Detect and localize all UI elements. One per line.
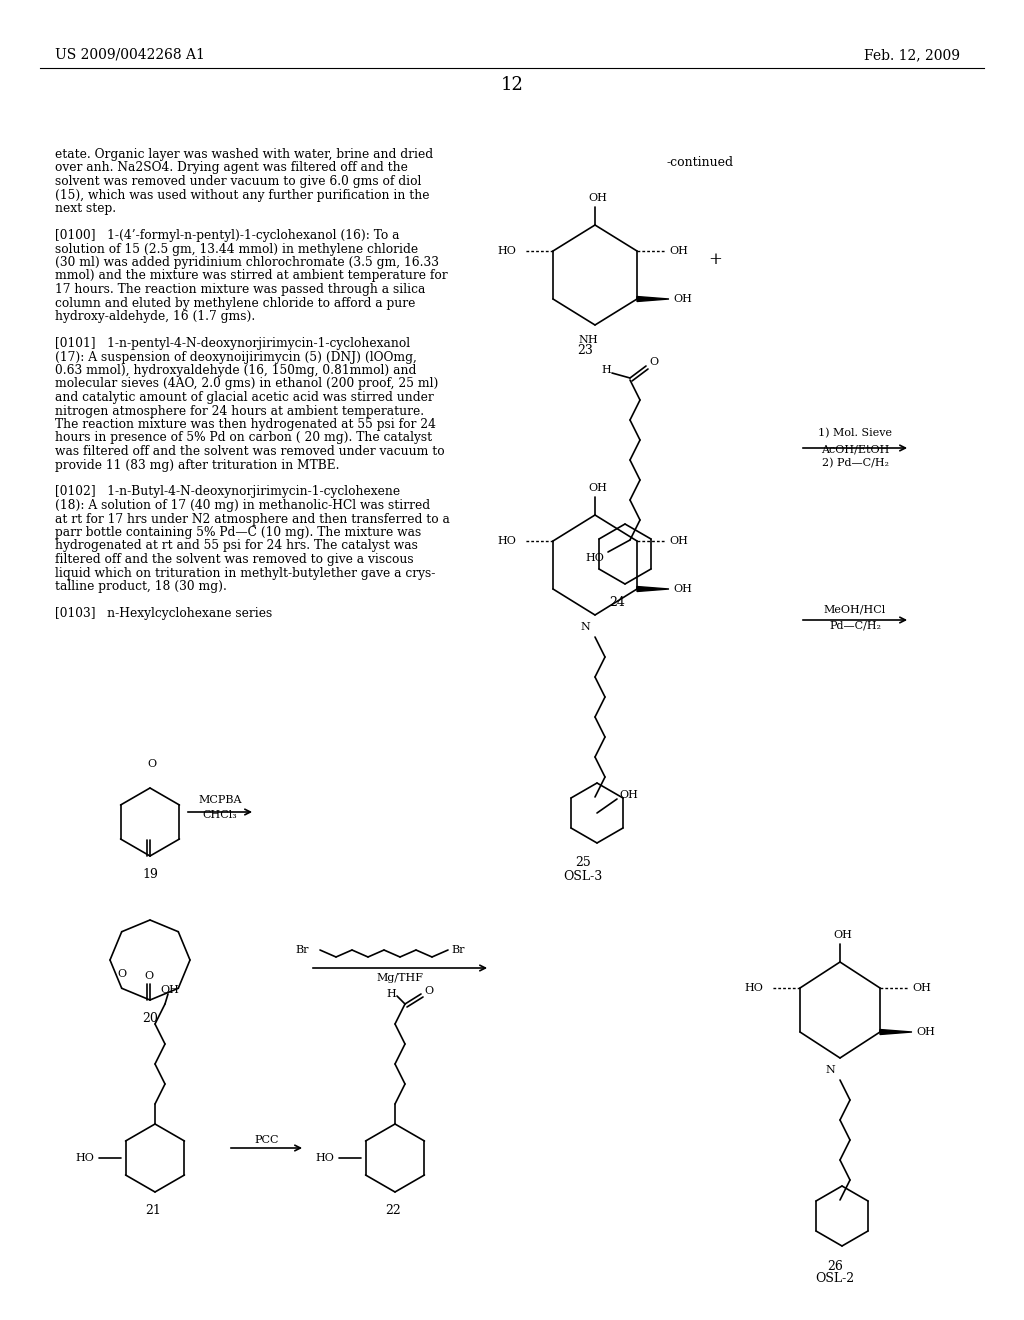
Text: at rt for 17 hrs under N2 atmosphere and then transferred to a: at rt for 17 hrs under N2 atmosphere and… [55,512,450,525]
Text: Br: Br [452,945,465,954]
Text: 12: 12 [501,77,523,94]
Text: solution of 15 (2.5 gm, 13.44 mmol) in methylene chloride: solution of 15 (2.5 gm, 13.44 mmol) in m… [55,243,418,256]
Text: OH: OH [834,931,852,940]
Text: N: N [581,622,590,632]
Text: OH: OH [916,1027,936,1038]
Text: column and eluted by methylene chloride to afford a pure: column and eluted by methylene chloride … [55,297,416,309]
Text: N: N [825,1065,835,1074]
Text: MeOH/HCl: MeOH/HCl [824,605,886,615]
Text: solvent was removed under vacuum to give 6.0 gms of diol: solvent was removed under vacuum to give… [55,176,421,187]
Text: liquid which on trituration in methylt-butylether gave a crys-: liquid which on trituration in methylt-b… [55,566,435,579]
Text: OSL-3: OSL-3 [563,870,603,883]
Text: PCC: PCC [255,1135,280,1144]
Text: [0102]   1-n-Butyl-4-N-deoxynorjirimycin-1-cyclohexene: [0102] 1-n-Butyl-4-N-deoxynorjirimycin-1… [55,486,400,499]
Text: [0101]   1-n-pentyl-4-N-deoxynorjirimycin-1-cyclohexanol: [0101] 1-n-pentyl-4-N-deoxynorjirimycin-… [55,337,411,350]
Text: hydroxy-aldehyde, 16 (1.7 gms).: hydroxy-aldehyde, 16 (1.7 gms). [55,310,255,323]
Text: 19: 19 [142,867,158,880]
Text: (17): A suspension of deoxynoijirimycin (5) (DNJ) (lOOmg,: (17): A suspension of deoxynoijirimycin … [55,351,417,363]
Text: Feb. 12, 2009: Feb. 12, 2009 [864,48,961,62]
Text: filtered off and the solvent was removed to give a viscous: filtered off and the solvent was removed… [55,553,414,566]
Text: was filtered off and the solvent was removed under vacuum to: was filtered off and the solvent was rem… [55,445,444,458]
Text: next step.: next step. [55,202,116,215]
Text: 23: 23 [578,343,593,356]
Text: HO: HO [315,1152,335,1163]
Text: HO: HO [744,983,764,993]
Text: N: N [579,335,588,345]
Text: AcOH/EtOH: AcOH/EtOH [821,444,889,454]
Text: 2) Pd—C/H₂: 2) Pd—C/H₂ [821,458,889,469]
Text: 22: 22 [385,1204,400,1217]
Text: O: O [144,972,154,981]
Text: nitrogen atmosphere for 24 hours at ambient temperature.: nitrogen atmosphere for 24 hours at ambi… [55,404,424,417]
Text: OH: OH [670,246,688,256]
Text: OH: OH [674,294,692,304]
Text: OH: OH [589,483,607,492]
Text: US 2009/0042268 A1: US 2009/0042268 A1 [55,48,205,62]
Text: OH: OH [670,536,688,546]
Text: (18): A solution of 17 (40 mg) in methanolic-HCl was stirred: (18): A solution of 17 (40 mg) in methan… [55,499,430,512]
Text: parr bottle containing 5% Pd—C (10 mg). The mixture was: parr bottle containing 5% Pd—C (10 mg). … [55,525,421,539]
Text: etate. Organic layer was washed with water, brine and dried: etate. Organic layer was washed with wat… [55,148,433,161]
Text: [0103]   n-Hexylcyclohexane series: [0103] n-Hexylcyclohexane series [55,607,272,620]
Text: OH: OH [674,583,692,594]
Polygon shape [637,586,669,591]
Text: HO: HO [586,553,604,564]
Text: OH: OH [620,789,638,800]
Text: 1) Mol. Sieve: 1) Mol. Sieve [818,428,892,438]
Text: provide 11 (83 mg) after trituration in MTBE.: provide 11 (83 mg) after trituration in … [55,458,340,471]
Text: OSL-2: OSL-2 [815,1272,855,1286]
Text: H: H [386,989,396,999]
Text: 24: 24 [609,595,625,609]
Text: 17 hours. The reaction mixture was passed through a silica: 17 hours. The reaction mixture was passe… [55,282,425,296]
Text: CHCl₃: CHCl₃ [203,810,238,820]
Text: OH: OH [912,983,932,993]
Text: [0100]   1-(4’-formyl-n-pentyl)-1-cyclohexanol (16): To a: [0100] 1-(4’-formyl-n-pentyl)-1-cyclohex… [55,228,399,242]
Text: molecular sieves (4AO, 2.0 gms) in ethanol (200 proof, 25 ml): molecular sieves (4AO, 2.0 gms) in ethan… [55,378,438,391]
Text: HO: HO [498,536,516,546]
Text: and catalytic amount of glacial acetic acid was stirred under: and catalytic amount of glacial acetic a… [55,391,434,404]
Text: O: O [147,759,157,770]
Text: 21: 21 [145,1204,161,1217]
Text: H: H [601,366,611,375]
Text: HO: HO [76,1152,94,1163]
Text: Mg/THF: Mg/THF [377,973,424,983]
Text: (15), which was used without any further purification in the: (15), which was used without any further… [55,189,429,202]
Text: mmol) and the mixture was stirred at ambient temperature for: mmol) and the mixture was stirred at amb… [55,269,447,282]
Text: hydrogenated at rt and 55 psi for 24 hrs. The catalyst was: hydrogenated at rt and 55 psi for 24 hrs… [55,540,418,553]
Text: OH: OH [161,985,179,995]
Text: Pd—C/H₂: Pd—C/H₂ [829,620,881,631]
Text: MCPBA: MCPBA [199,795,242,805]
Text: O: O [649,356,658,367]
Text: (30 ml) was added pyridinium chlorochromate (3.5 gm, 16.33: (30 ml) was added pyridinium chlorochrom… [55,256,439,269]
Text: O: O [424,986,433,997]
Text: 0.63 mmol), hydroxyaldehyde (16, 150mg, 0.81mmol) and: 0.63 mmol), hydroxyaldehyde (16, 150mg, … [55,364,417,378]
Text: 25: 25 [575,857,591,870]
Text: H: H [587,335,597,345]
Text: 26: 26 [827,1259,843,1272]
Text: HO: HO [498,246,516,256]
Text: talline product, 18 (30 mg).: talline product, 18 (30 mg). [55,579,227,593]
Polygon shape [880,1030,912,1035]
Text: 20: 20 [142,1011,158,1024]
Text: +: + [708,252,722,268]
Text: hours in presence of 5% Pd on carbon ( 20 mg). The catalyst: hours in presence of 5% Pd on carbon ( 2… [55,432,432,445]
Text: -continued: -continued [667,157,733,169]
Polygon shape [637,297,669,301]
Text: The reaction mixture was then hydrogenated at 55 psi for 24: The reaction mixture was then hydrogenat… [55,418,436,432]
Text: Br: Br [295,945,309,954]
Text: OH: OH [589,193,607,203]
Text: O: O [118,969,126,979]
Text: over anh. Na2SO4. Drying agent was filtered off and the: over anh. Na2SO4. Drying agent was filte… [55,161,408,174]
